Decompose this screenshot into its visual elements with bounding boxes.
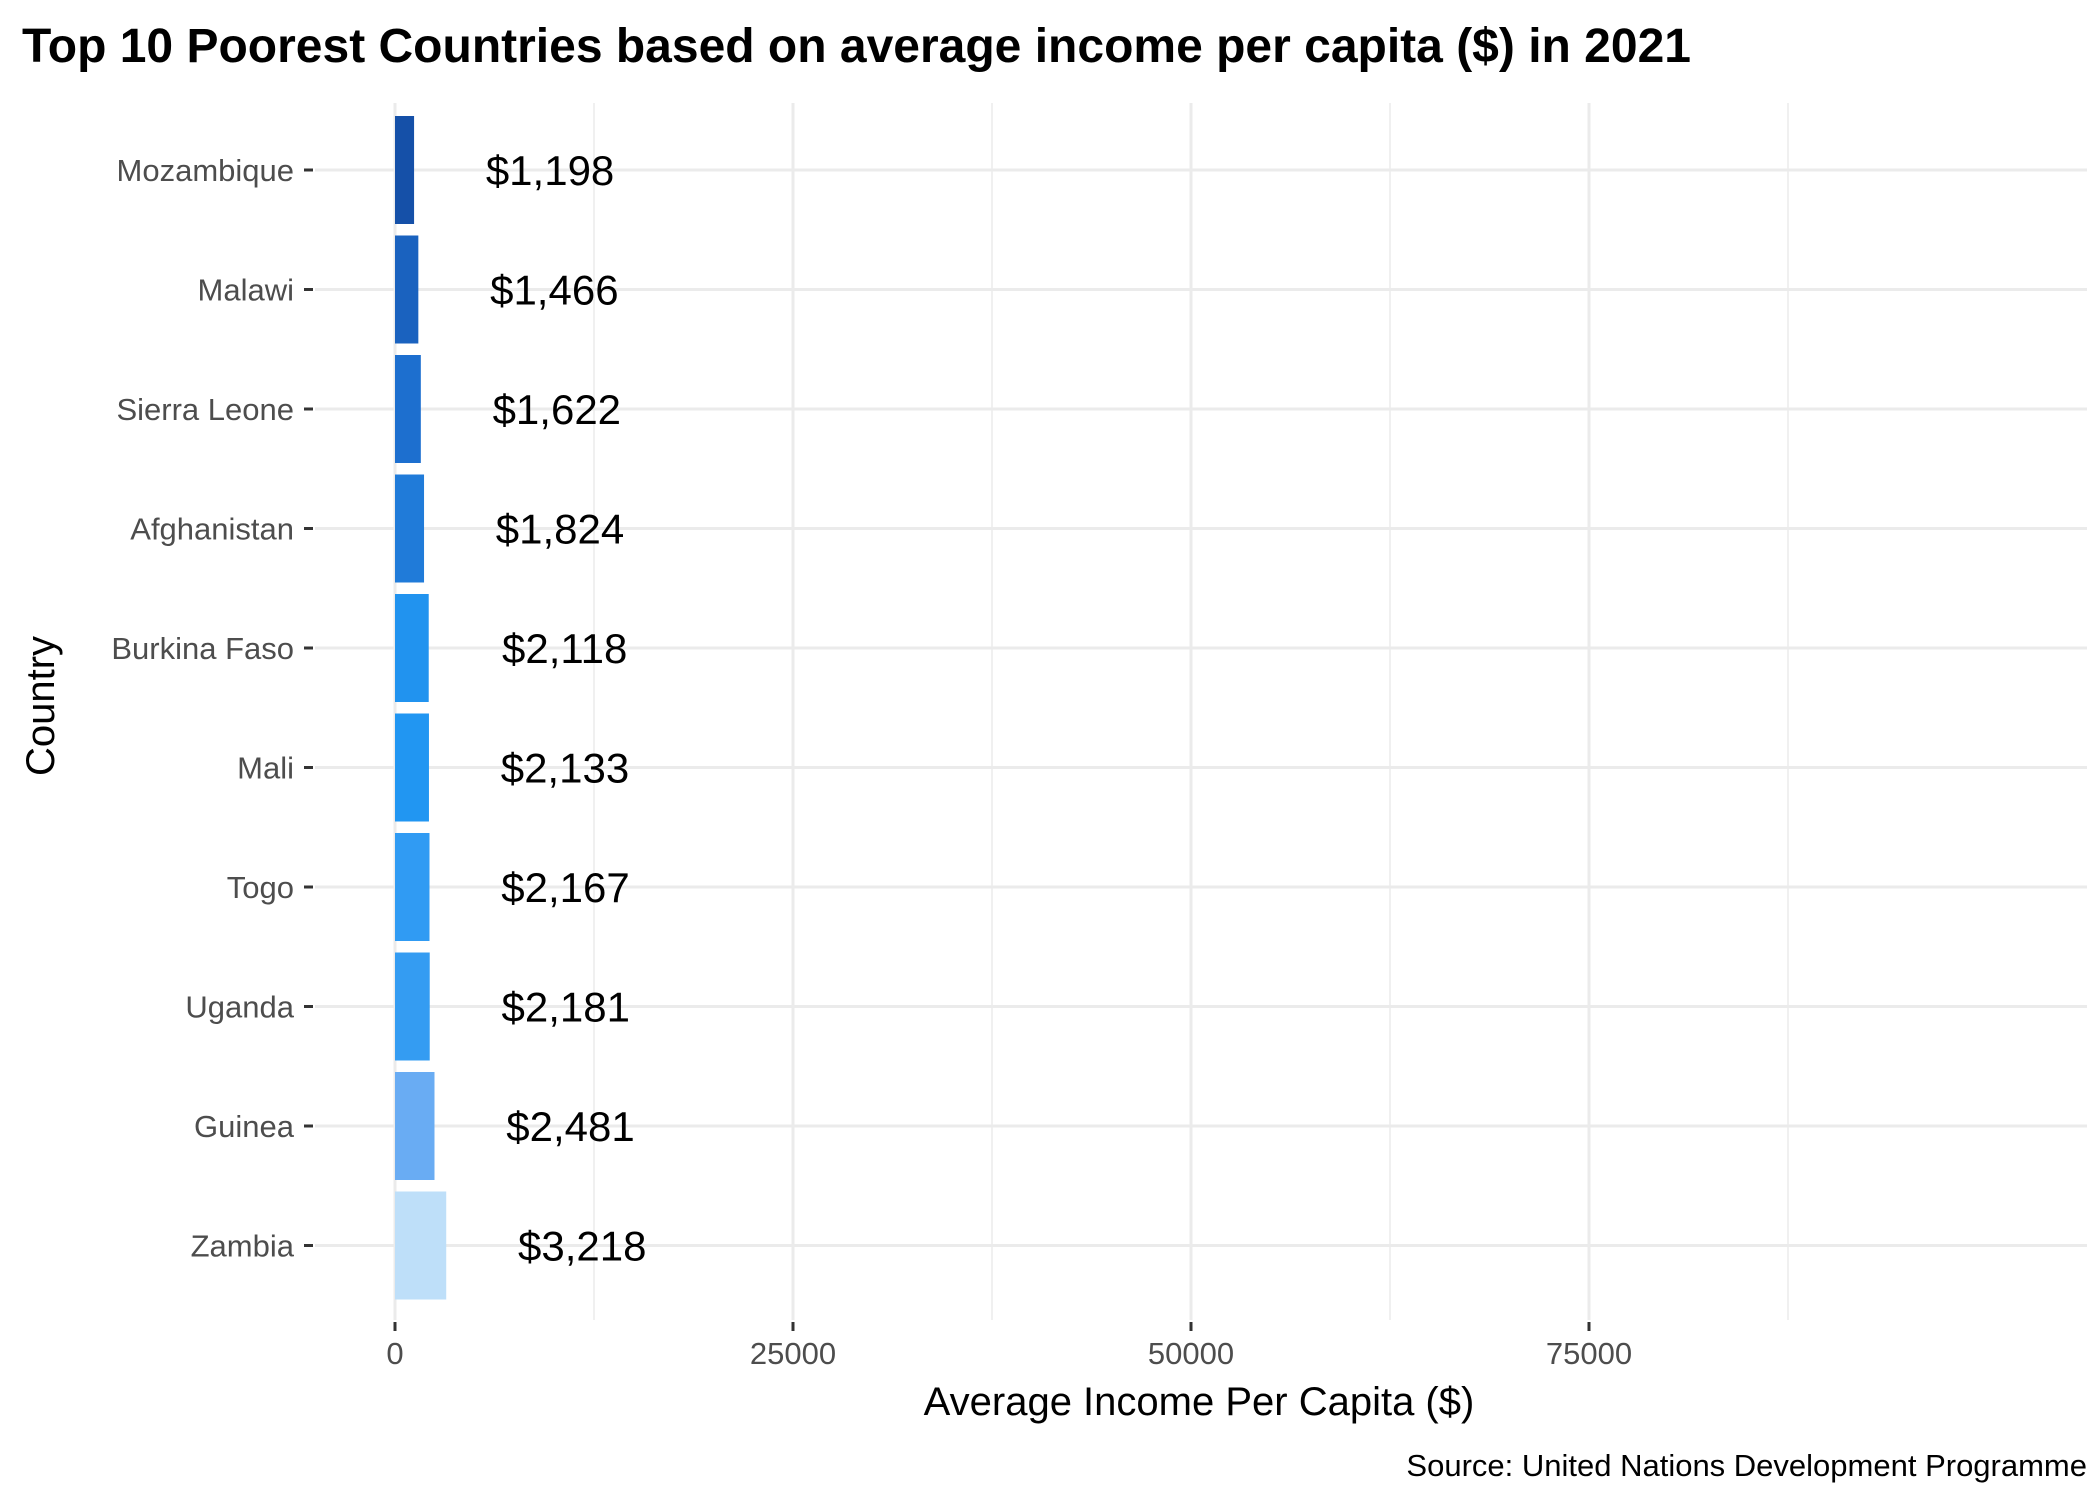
bar-sierra-leone: [395, 355, 421, 463]
y-tick-label: Sierra Leone: [116, 392, 294, 427]
x-tick-label: 25000: [750, 1336, 836, 1371]
x-axis: 0 25000 50000 75000: [386, 1322, 1632, 1371]
y-tick-label: Malawi: [198, 273, 294, 308]
x-tick-label: 0: [386, 1336, 403, 1371]
y-tick-label: Burkina Faso: [111, 631, 294, 666]
bar-burkina-faso: [395, 594, 429, 702]
x-tick-label: 50000: [1148, 1336, 1234, 1371]
bar-guinea: [395, 1072, 435, 1180]
bar-afghanistan: [395, 474, 425, 583]
data-label: $1,824: [496, 506, 624, 553]
data-label: $2,181: [501, 984, 629, 1031]
y-tick-label: Mozambique: [117, 153, 294, 188]
grid-layer: [315, 103, 2087, 1320]
y-tick-label: Guinea: [194, 1109, 295, 1144]
data-label: $1,466: [490, 267, 618, 314]
y-tick-label: Uganda: [185, 990, 294, 1025]
data-label: $1,198: [486, 147, 614, 194]
bar-layer: [395, 116, 447, 1300]
bar-mozambique: [395, 116, 415, 224]
data-label: $2,118: [502, 625, 627, 672]
data-label: $3,218: [518, 1223, 646, 1270]
chart-title: Top 10 Poorest Countries based on averag…: [22, 20, 1691, 73]
bar-uganda: [395, 952, 430, 1061]
data-label-layer: $1,198 $1,466 $1,622 $1,824 $2,118 $2,133 $2,1…: [486, 147, 647, 1270]
data-label: $2,481: [506, 1103, 634, 1150]
x-tick-label: 75000: [1546, 1336, 1632, 1371]
bar-zambia: [395, 1191, 447, 1300]
y-tick-label: Zambia: [191, 1229, 295, 1264]
source-caption: Source: United Nations Development Progr…: [1406, 1448, 2087, 1483]
y-tick-label: Togo: [227, 870, 294, 905]
y-tick-label: Mali: [237, 751, 294, 786]
bar-malawi: [395, 235, 419, 344]
bar-togo: [395, 833, 430, 941]
y-tick-label: Afghanistan: [130, 512, 294, 547]
x-axis-title: Average Income Per Capita ($): [924, 1380, 1475, 1424]
data-label: $2,167: [501, 864, 629, 911]
data-label: $1,622: [493, 386, 621, 433]
bar-mali: [395, 713, 429, 822]
data-label: $2,133: [501, 745, 629, 792]
y-axis: Mozambique Malawi Sierra Leone Afghanistan B…: [111, 153, 313, 1264]
y-axis-title: Country: [19, 636, 63, 776]
